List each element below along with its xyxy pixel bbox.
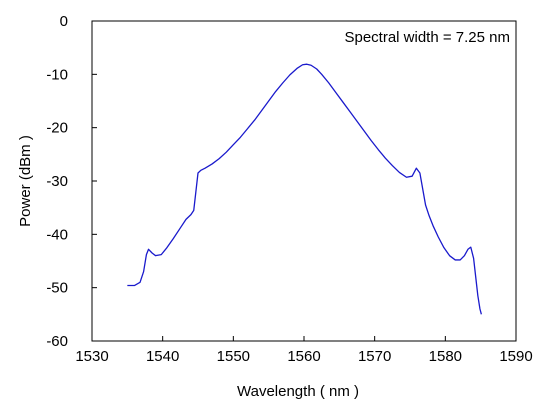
x-tick-label: 1530 — [75, 348, 108, 365]
spectral-width-annotation: Spectral width = 7.25 nm — [344, 29, 510, 46]
spectrum-line — [127, 63, 482, 315]
y-tick-label: -40 — [46, 226, 68, 243]
y-axis-title: Power (dBm ) — [17, 135, 34, 227]
x-tick-label: 1560 — [287, 348, 320, 365]
y-tick-label: -20 — [46, 120, 68, 137]
y-tick-label: -60 — [46, 333, 68, 350]
y-tick-label: -10 — [46, 66, 68, 83]
y-tick-label: -30 — [46, 173, 68, 190]
y-tick-label: 0 — [60, 13, 68, 30]
y-tick-label: -50 — [46, 280, 68, 297]
x-tick-label: 1550 — [217, 348, 250, 365]
plot-frame — [91, 20, 517, 342]
x-tick-label: 1540 — [146, 348, 179, 365]
x-axis-title: Wavelength ( nm ) — [237, 383, 359, 400]
x-tick-label: 1580 — [429, 348, 462, 365]
x-axis-ticks: 1530 1540 1550 1560 1570 1580 1590 — [75, 336, 533, 365]
x-tick-label: 1590 — [499, 348, 532, 365]
x-tick-label: 1570 — [358, 348, 391, 365]
y-axis-ticks: 0 -10 -20 -30 -40 -50 -60 — [46, 13, 97, 350]
